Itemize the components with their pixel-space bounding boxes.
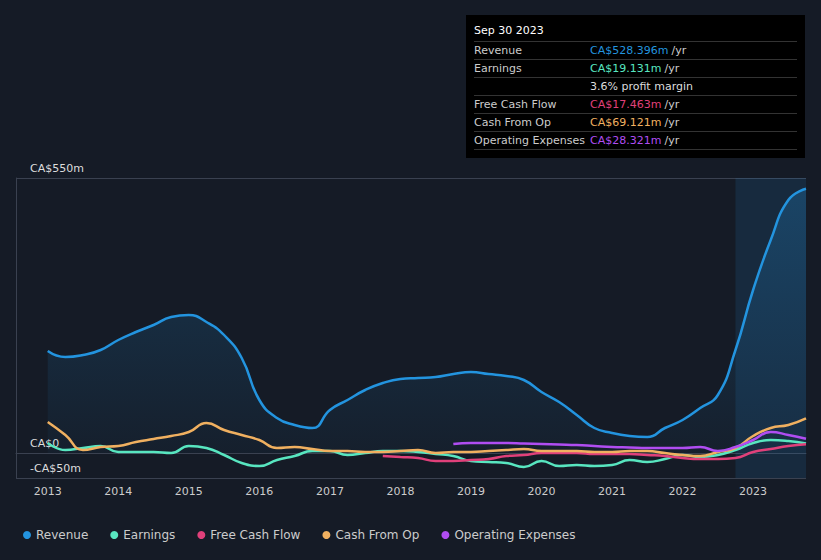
svg-text:2020: 2020 [527, 485, 555, 498]
html-text:CA$17.463m /yr: CA$17.463m /yr [590, 98, 680, 111]
svg-text:2015: 2015 [175, 485, 203, 498]
html-text:Revenue: Revenue [474, 44, 522, 57]
html-text:CA$28.321m /yr: CA$28.321m /yr [590, 134, 680, 147]
svg-text:2023: 2023 [739, 485, 767, 498]
svg-text:2014: 2014 [104, 485, 132, 498]
svg-text:2022: 2022 [669, 485, 697, 498]
html-text:CA$528.396m /yr: CA$528.396m /yr [590, 44, 687, 57]
svg-text:2017: 2017 [316, 485, 344, 498]
svg-text:2018: 2018 [386, 485, 414, 498]
html-text:CA$19.131m /yr: CA$19.131m /yr [590, 62, 680, 75]
html-text:Operating Expenses: Operating Expenses [474, 134, 585, 147]
html-text:3.6% profit margin: 3.6% profit margin [590, 80, 693, 93]
html-text:Sep 30 2023: Sep 30 2023 [474, 24, 544, 37]
svg-text:2016: 2016 [245, 485, 273, 498]
svg-text:CA$0: CA$0 [30, 437, 60, 450]
html-text:CA$69.121m /yr: CA$69.121m /yr [590, 116, 680, 129]
svg-text:Cash From Op: Cash From Op [335, 528, 419, 542]
svg-text:2019: 2019 [457, 485, 485, 498]
svg-text:2021: 2021 [598, 485, 626, 498]
html-text:Cash From Op: Cash From Op [474, 116, 551, 129]
svg-text:2013: 2013 [34, 485, 62, 498]
svg-text:CA$550m: CA$550m [30, 162, 84, 175]
svg-text:Operating Expenses: Operating Expenses [454, 528, 575, 542]
html-text:Earnings: Earnings [474, 62, 522, 75]
svg-text:Free Cash Flow: Free Cash Flow [210, 528, 300, 542]
svg-text:Earnings: Earnings [123, 528, 175, 542]
html-text:Free Cash Flow: Free Cash Flow [474, 98, 557, 111]
svg-text:-CA$50m: -CA$50m [30, 462, 81, 475]
svg-text:Revenue: Revenue [36, 528, 88, 542]
